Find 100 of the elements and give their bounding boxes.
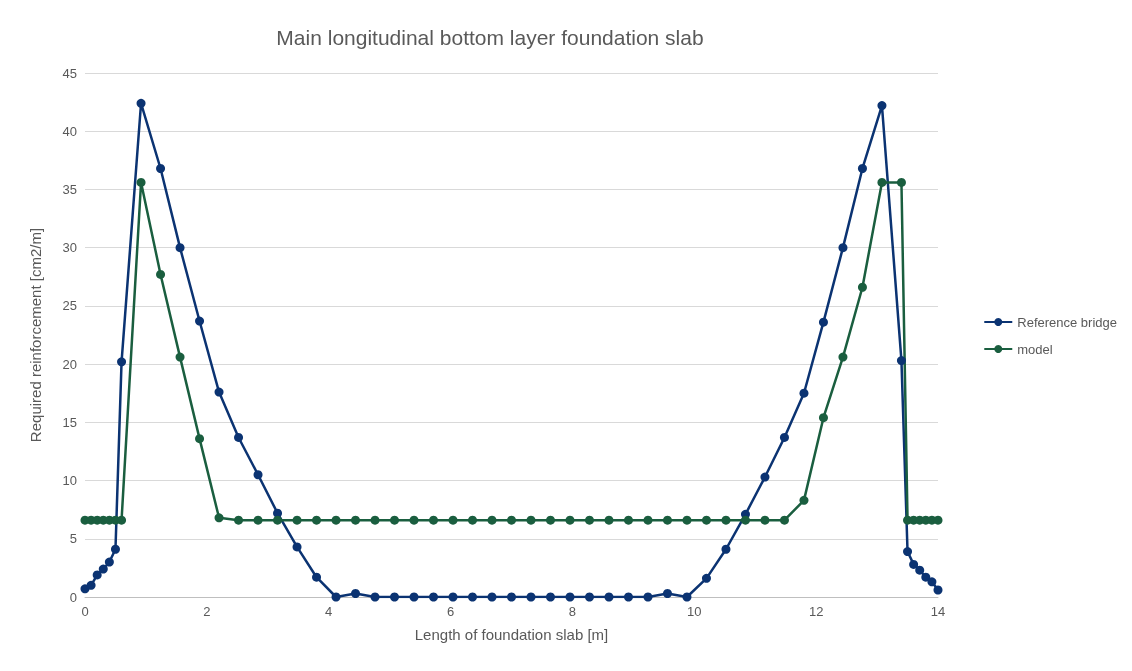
point bbox=[156, 163, 166, 173]
point bbox=[903, 547, 913, 557]
y-tick-label: 25 bbox=[62, 298, 77, 314]
x-tick-label: 2 bbox=[203, 604, 211, 619]
x-tick-label: 8 bbox=[568, 604, 577, 619]
point bbox=[312, 572, 322, 582]
point bbox=[857, 163, 867, 173]
point bbox=[779, 432, 789, 442]
point bbox=[799, 495, 809, 505]
point bbox=[429, 515, 439, 525]
x-tick-label: 4 bbox=[325, 604, 333, 619]
point bbox=[390, 592, 400, 602]
point bbox=[117, 357, 127, 367]
x-tick-label: 12 bbox=[808, 604, 824, 619]
y-tick-label: 20 bbox=[62, 356, 77, 372]
point bbox=[565, 515, 575, 525]
point bbox=[214, 387, 224, 397]
y-tick-label: 30 bbox=[62, 240, 77, 256]
point bbox=[468, 592, 478, 602]
y-tick-label: 35 bbox=[62, 181, 77, 197]
point bbox=[507, 515, 516, 525]
point bbox=[175, 352, 185, 362]
point bbox=[234, 432, 244, 442]
point bbox=[933, 585, 943, 595]
point bbox=[370, 592, 380, 602]
point bbox=[273, 515, 283, 525]
point bbox=[682, 515, 692, 525]
point bbox=[448, 515, 458, 525]
point bbox=[604, 515, 614, 525]
point bbox=[838, 352, 848, 362]
point bbox=[721, 515, 731, 525]
point bbox=[409, 592, 419, 602]
point bbox=[921, 572, 931, 582]
point bbox=[643, 515, 653, 525]
x-tick-label: 10 bbox=[687, 604, 702, 619]
point bbox=[409, 515, 419, 525]
point bbox=[760, 515, 770, 525]
point bbox=[253, 515, 263, 525]
legend-label: Reference bridge bbox=[1017, 314, 1118, 330]
y-tick-label: 10 bbox=[62, 473, 77, 489]
y-tick-label: 40 bbox=[62, 123, 77, 139]
point bbox=[351, 515, 361, 525]
point bbox=[331, 592, 341, 602]
point bbox=[195, 316, 205, 326]
point bbox=[253, 470, 263, 480]
point bbox=[915, 565, 925, 575]
point bbox=[292, 542, 302, 552]
point bbox=[195, 434, 205, 444]
point bbox=[604, 592, 614, 602]
point bbox=[857, 282, 867, 292]
point bbox=[701, 515, 711, 525]
point bbox=[740, 515, 750, 525]
point bbox=[468, 515, 478, 525]
y-tick-label: 0 bbox=[69, 589, 77, 605]
point bbox=[909, 559, 919, 569]
point bbox=[799, 388, 809, 398]
point bbox=[933, 515, 943, 525]
point bbox=[721, 544, 731, 554]
legend-label: model bbox=[1017, 341, 1053, 357]
point bbox=[526, 515, 536, 525]
point bbox=[701, 573, 711, 583]
point bbox=[429, 592, 439, 602]
point bbox=[565, 592, 575, 602]
point bbox=[585, 592, 594, 602]
point bbox=[117, 515, 127, 525]
point bbox=[370, 515, 380, 525]
point bbox=[448, 592, 458, 602]
point bbox=[98, 564, 108, 574]
x-tick-label: 0 bbox=[81, 604, 89, 619]
point bbox=[896, 356, 906, 366]
point bbox=[487, 592, 497, 602]
y-axis-title: Required reinforcement [cm2/m] bbox=[27, 227, 44, 443]
point bbox=[779, 515, 789, 525]
point bbox=[390, 515, 400, 525]
point bbox=[104, 557, 114, 567]
point bbox=[175, 243, 185, 253]
y-tick-label: 5 bbox=[69, 531, 77, 547]
point bbox=[526, 592, 536, 602]
point bbox=[487, 515, 497, 525]
chart-title: Main longitudinal bottom layer foundation slab bbox=[276, 26, 704, 49]
point bbox=[234, 515, 244, 525]
point bbox=[312, 515, 322, 525]
point bbox=[896, 177, 906, 187]
point bbox=[818, 413, 828, 423]
x-axis-title: Length of foundation slab [m] bbox=[414, 626, 609, 643]
point bbox=[623, 592, 633, 602]
point bbox=[507, 592, 516, 602]
point bbox=[927, 577, 937, 587]
point bbox=[760, 472, 770, 482]
point bbox=[86, 580, 96, 590]
point bbox=[643, 592, 653, 602]
y-tick-label: 45 bbox=[62, 65, 77, 81]
y-tick-label: 15 bbox=[62, 414, 77, 430]
point bbox=[546, 515, 555, 525]
point bbox=[662, 589, 672, 598]
point bbox=[292, 515, 302, 525]
x-tick-label: 14 bbox=[930, 604, 946, 619]
point bbox=[214, 513, 224, 523]
point bbox=[351, 589, 361, 598]
x-tick-label: 6 bbox=[446, 604, 455, 619]
